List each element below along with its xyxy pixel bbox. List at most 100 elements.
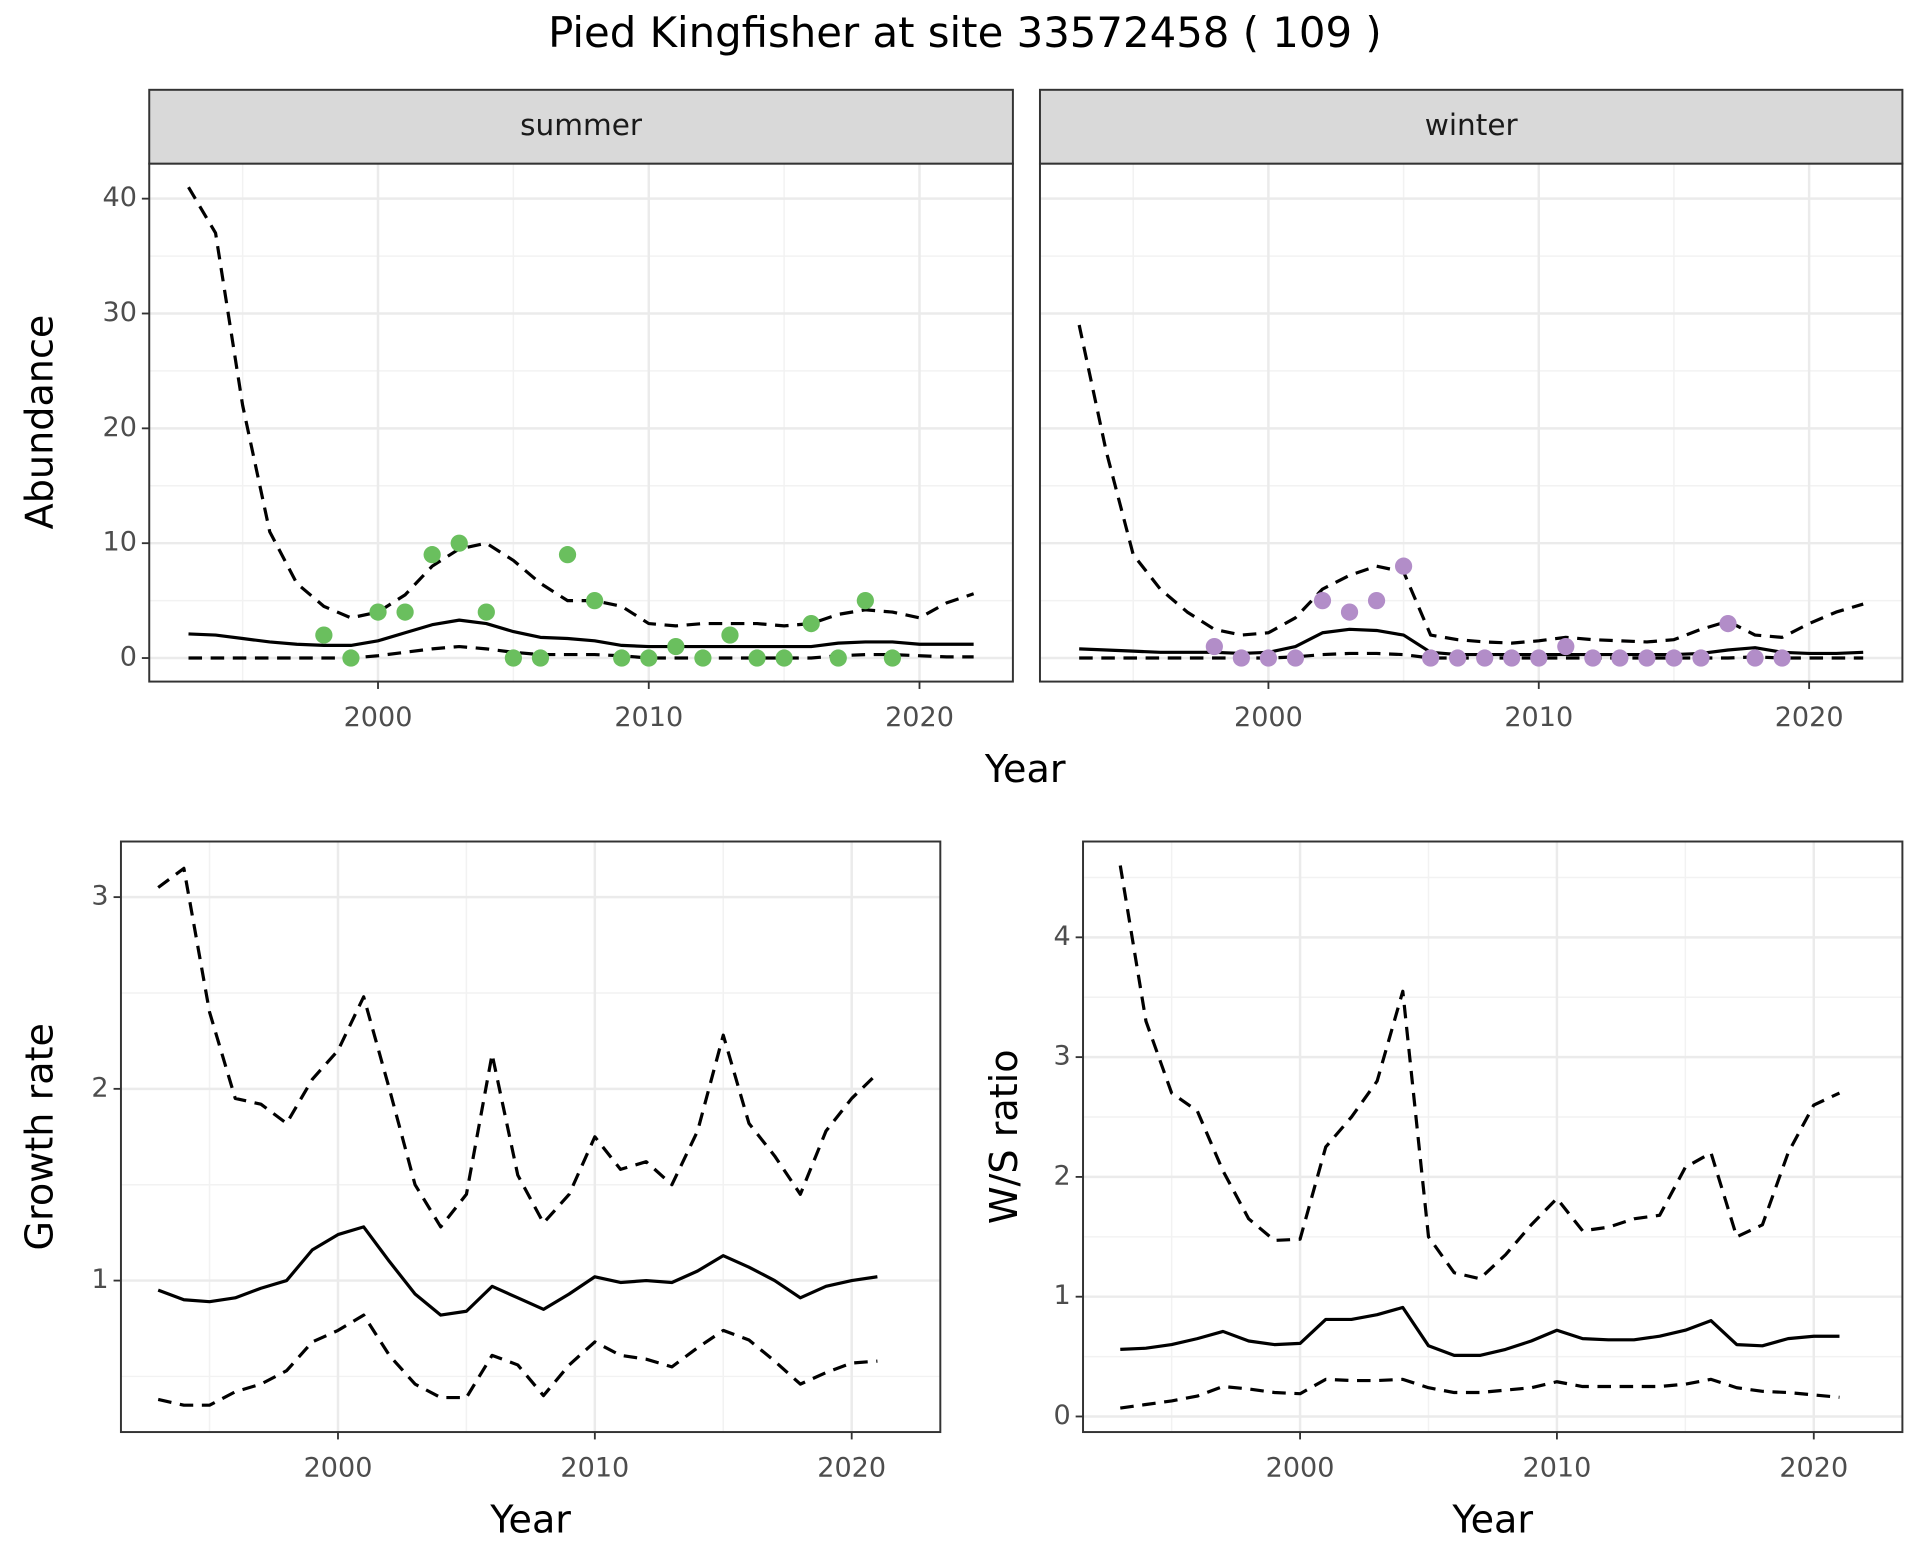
data-point bbox=[1286, 649, 1305, 667]
panel: 2000 2010 2020 0 10 20 30 40 summer Year Abundance bbox=[18, 88, 1066, 791]
data-point bbox=[883, 649, 902, 667]
panel-background bbox=[149, 163, 1013, 682]
y-tick-label: 3 bbox=[1054, 1041, 1071, 1072]
series-line bbox=[1118, 865, 1841, 1281]
data-point bbox=[531, 649, 550, 667]
series-line bbox=[188, 618, 974, 649]
data-point bbox=[1530, 649, 1548, 667]
x-tick-label: 2020 bbox=[1775, 702, 1844, 733]
x-axis-title: Year bbox=[489, 1497, 571, 1541]
y-tick-label: 2 bbox=[1054, 1160, 1071, 1191]
data-point bbox=[1340, 603, 1359, 621]
panel: 2000 2010 2020 0 1 2 3 4 Year W/S ratio bbox=[982, 840, 1904, 1541]
x-tick-label: 2020 bbox=[885, 702, 954, 733]
data-point bbox=[856, 591, 874, 610]
data-point bbox=[1422, 649, 1440, 667]
data-point bbox=[1449, 649, 1467, 667]
y-axis-title: W/S ratio bbox=[982, 1049, 1026, 1224]
data-point bbox=[315, 626, 333, 644]
data-point bbox=[477, 603, 495, 621]
series-line bbox=[1120, 1305, 1840, 1357]
data-point bbox=[1773, 649, 1791, 667]
panel: 2000 2010 2020 1 2 3 Year Growth rate bbox=[18, 840, 942, 1541]
x-tick-label: 2000 bbox=[1234, 702, 1303, 733]
series-line bbox=[157, 1225, 878, 1317]
panel-background bbox=[120, 841, 941, 1433]
x-tick-label: 2000 bbox=[304, 1452, 373, 1483]
data-point bbox=[450, 534, 468, 552]
data-point bbox=[1232, 649, 1250, 667]
series-line bbox=[1079, 651, 1864, 660]
y-tick-label: 1 bbox=[91, 1264, 108, 1295]
y-axis-title: Growth rate bbox=[18, 1023, 62, 1251]
x-tick-label: 2000 bbox=[1266, 1452, 1335, 1483]
data-point bbox=[396, 603, 414, 621]
panel-border bbox=[119, 840, 942, 1434]
data-point bbox=[802, 614, 820, 633]
panel: 2000 2010 2020 winter bbox=[1038, 88, 1904, 733]
x-axis-title: Year bbox=[1451, 1497, 1533, 1541]
data-point bbox=[1611, 649, 1629, 667]
panel-background bbox=[1039, 163, 1903, 682]
data-point bbox=[1503, 649, 1521, 667]
series-line bbox=[157, 1313, 878, 1407]
strip-label: summer bbox=[520, 108, 643, 142]
y-tick-label: 0 bbox=[1054, 1400, 1071, 1431]
data-point bbox=[775, 649, 793, 667]
data-point bbox=[504, 649, 522, 667]
y-tick-label: 20 bbox=[103, 412, 137, 443]
data-point bbox=[369, 603, 387, 621]
y-tick-label: 3 bbox=[91, 881, 108, 912]
series-line bbox=[157, 866, 879, 1229]
y-tick-label: 40 bbox=[103, 182, 137, 213]
data-point bbox=[1665, 649, 1683, 667]
data-point bbox=[694, 649, 712, 667]
x-tick-label: 2010 bbox=[614, 702, 683, 733]
data-point bbox=[558, 546, 577, 564]
data-point bbox=[1476, 649, 1494, 667]
data-point bbox=[1692, 649, 1710, 667]
data-point bbox=[721, 626, 739, 644]
y-tick-label: 0 bbox=[120, 642, 137, 673]
data-point bbox=[1205, 637, 1223, 656]
data-point bbox=[1313, 591, 1332, 610]
data-point bbox=[667, 637, 685, 656]
data-point bbox=[1719, 614, 1737, 633]
x-tick-label: 2020 bbox=[1779, 1452, 1848, 1483]
data-point bbox=[748, 649, 766, 667]
y-axis-title: Abundance bbox=[18, 315, 62, 530]
data-point bbox=[342, 649, 360, 667]
panel-background bbox=[1083, 841, 1903, 1433]
x-tick-label: 2010 bbox=[560, 1452, 629, 1483]
data-point bbox=[423, 546, 441, 564]
panel-border bbox=[1082, 840, 1904, 1434]
data-point bbox=[1584, 649, 1602, 667]
y-tick-label: 2 bbox=[91, 1072, 108, 1103]
y-tick-label: 10 bbox=[103, 527, 137, 558]
data-point bbox=[640, 649, 658, 667]
data-point bbox=[1259, 649, 1278, 667]
data-point bbox=[585, 591, 604, 610]
strip bbox=[1038, 88, 1904, 165]
chart-title: Pied Kingfisher at site 33572458 ( 109 ) bbox=[548, 8, 1382, 57]
series-line bbox=[187, 186, 975, 628]
y-tick-label: 4 bbox=[1054, 921, 1071, 952]
data-point bbox=[1746, 649, 1764, 667]
x-tick-label: 2020 bbox=[817, 1452, 886, 1483]
strip-label: winter bbox=[1425, 108, 1519, 142]
x-tick-label: 2010 bbox=[1523, 1452, 1592, 1483]
data-point bbox=[613, 649, 631, 667]
y-tick-label: 30 bbox=[103, 297, 137, 328]
x-axis-title: Year bbox=[984, 747, 1066, 791]
strip bbox=[148, 88, 1014, 165]
x-tick-label: 2000 bbox=[344, 702, 413, 733]
data-point bbox=[1557, 637, 1575, 656]
data-point bbox=[1367, 591, 1386, 610]
data-point bbox=[829, 649, 847, 667]
data-point bbox=[1638, 649, 1656, 667]
series-line bbox=[1120, 1377, 1840, 1410]
x-tick-label: 2010 bbox=[1504, 702, 1573, 733]
data-point bbox=[1394, 557, 1413, 575]
